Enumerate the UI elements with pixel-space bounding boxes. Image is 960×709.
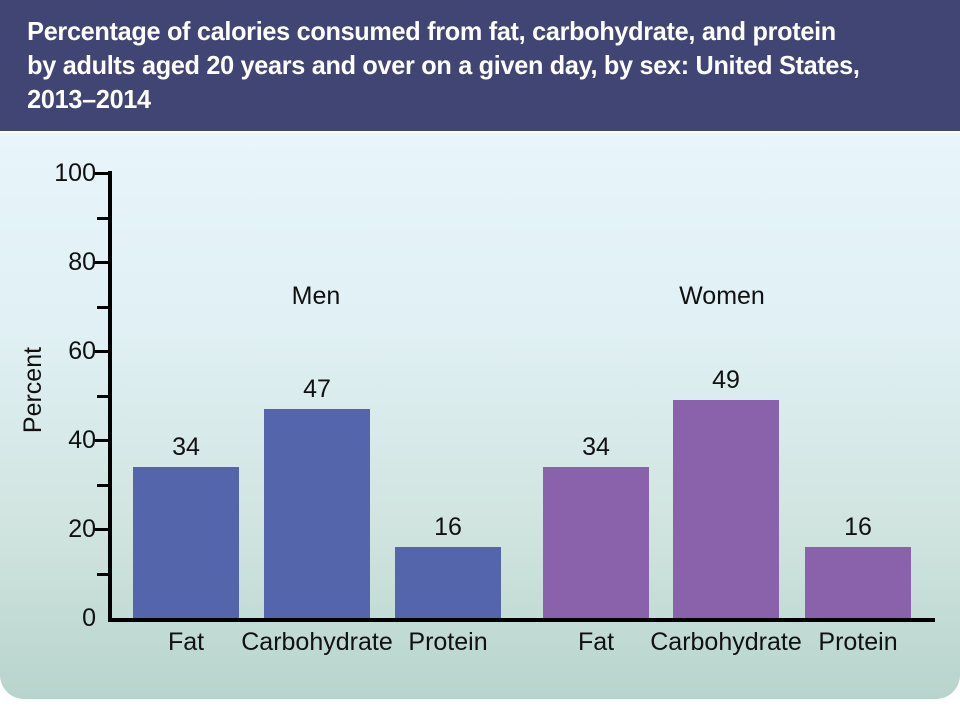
- chart-panel: Percent 0 20 40 60 80 100 34 Fat 47 Carbohydrate 1…: [0, 133, 960, 699]
- y-tick-label: 20: [68, 515, 96, 543]
- x-category-label: Carbohydrate: [650, 628, 802, 656]
- y-axis-line: [108, 171, 112, 622]
- y-tick-label: 80: [68, 248, 96, 276]
- y-tick-label: 100: [54, 159, 96, 187]
- x-category-label: Fat: [577, 628, 615, 656]
- y-tick-label: 0: [82, 604, 96, 632]
- x-category-label: Fat: [167, 628, 205, 656]
- chart-title: Percentage of calories consumed from fat…: [0, 0, 879, 116]
- bar-women-carbohydrate: [673, 400, 779, 618]
- bar-men-carbohydrate: [264, 409, 370, 618]
- group-label-men: Men: [291, 282, 341, 310]
- bar-value-label: 47: [303, 375, 331, 403]
- x-axis-line: [108, 618, 935, 622]
- bar-value-label: 34: [582, 433, 610, 461]
- bar-value-label: 16: [434, 513, 462, 541]
- chart-title-line-2: by adults aged 20 years and over on a gi…: [27, 50, 860, 80]
- chart-title-line-3: 2013–2014: [27, 84, 151, 114]
- y-major-tick: [94, 350, 108, 353]
- y-major-tick: [94, 261, 108, 264]
- bar-value-label: 34: [172, 433, 200, 461]
- y-minor-tick: [97, 394, 108, 398]
- bar-women-protein: [805, 547, 911, 618]
- y-major-tick: [94, 439, 108, 442]
- chart-title-line-1: Percentage of calories consumed from fat…: [27, 16, 836, 46]
- group-label-women: Women: [679, 282, 765, 310]
- x-category-label: Protein: [408, 628, 488, 656]
- bar-men-protein: [395, 547, 501, 618]
- y-tick-label: 60: [68, 337, 96, 365]
- y-major-tick: [94, 528, 108, 531]
- bar-value-label: 16: [844, 513, 872, 541]
- y-minor-tick: [97, 572, 108, 576]
- chart-title-bar: Percentage of calories consumed from fat…: [0, 0, 960, 131]
- y-minor-tick: [97, 483, 108, 487]
- x-category-label: Protein: [818, 628, 898, 656]
- y-minor-tick: [97, 305, 108, 309]
- y-tick-label: 40: [68, 426, 96, 454]
- x-category-label: Carbohydrate: [241, 628, 393, 656]
- bar-women-fat: [543, 467, 649, 618]
- bar-value-label: 49: [712, 366, 740, 394]
- y-major-tick: [94, 172, 108, 175]
- bar-men-fat: [133, 467, 239, 618]
- y-minor-tick: [97, 216, 108, 220]
